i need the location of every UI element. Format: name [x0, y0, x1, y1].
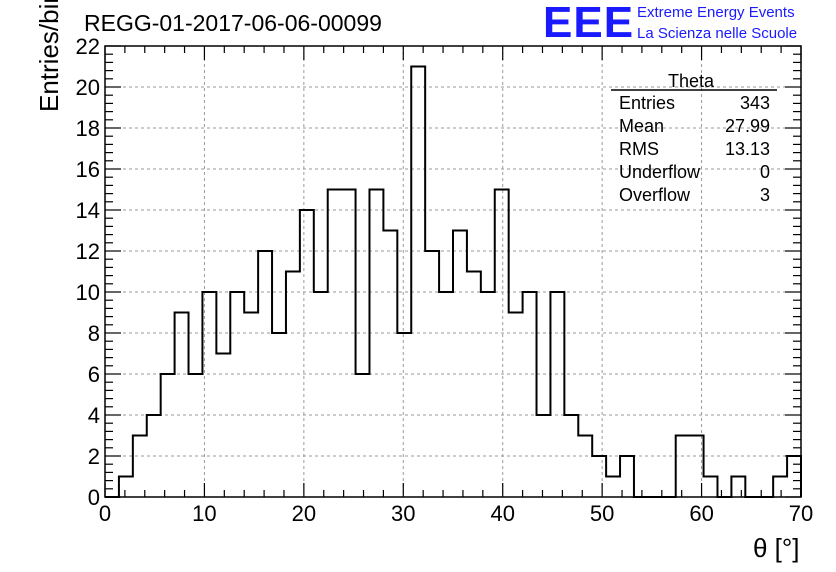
- y-tick-label: 14: [76, 198, 100, 223]
- logo-line-1: Extreme Energy Events: [637, 4, 795, 21]
- x-tick-label: 10: [192, 501, 216, 526]
- y-tick-label: 20: [76, 75, 100, 100]
- x-tick-label: 40: [490, 501, 514, 526]
- x-tick-label: 70: [789, 501, 813, 526]
- x-tick-label: 60: [689, 501, 713, 526]
- y-axis-label: Entries/bin: [34, 0, 64, 112]
- y-tick-label: 4: [88, 403, 100, 428]
- y-tick-label: 8: [88, 321, 100, 346]
- stats-title: Theta: [668, 71, 715, 91]
- plot-frame: [104, 45, 802, 498]
- stat-mean-label: Mean: [619, 116, 665, 136]
- axis-ticks: [104, 45, 802, 498]
- x-tick-label: 0: [99, 501, 111, 526]
- stat-entries-value: 343: [739, 93, 770, 113]
- stat-mean-value: 27.99: [724, 116, 770, 136]
- x-axis-label: θ [°]: [753, 533, 800, 563]
- y-tick-label: 10: [76, 280, 100, 305]
- y-tick-label: 0: [88, 485, 100, 510]
- plot-title: REGG-01-2017-06-06-00099: [84, 10, 382, 36]
- stat-rms-label: RMS: [619, 139, 659, 159]
- y-tick-label: 16: [76, 157, 100, 182]
- x-tick-label: 30: [391, 501, 415, 526]
- x-tick-label: 20: [292, 501, 316, 526]
- x-tick-label: 50: [590, 501, 614, 526]
- stat-entries-label: Entries: [619, 93, 676, 113]
- stat-overflow-value: 3: [759, 185, 770, 205]
- stat-overflow-label: Overflow: [619, 185, 691, 205]
- y-tick-label: 12: [76, 239, 100, 264]
- stat-rms-value: 13.13: [724, 139, 770, 159]
- y-tick-label: 22: [76, 34, 100, 59]
- y-tick-label: 18: [76, 116, 100, 141]
- logo-line-2: La Scienza nelle Scuole: [637, 25, 798, 42]
- y-tick-label: 6: [88, 362, 100, 387]
- histogram-series: [105, 65, 802, 498]
- eee-logo: EEE: [543, 0, 635, 47]
- stat-underflow-value: 0: [759, 162, 770, 182]
- stat-underflow-label: Underflow: [619, 162, 701, 182]
- y-tick-label: 2: [88, 444, 100, 469]
